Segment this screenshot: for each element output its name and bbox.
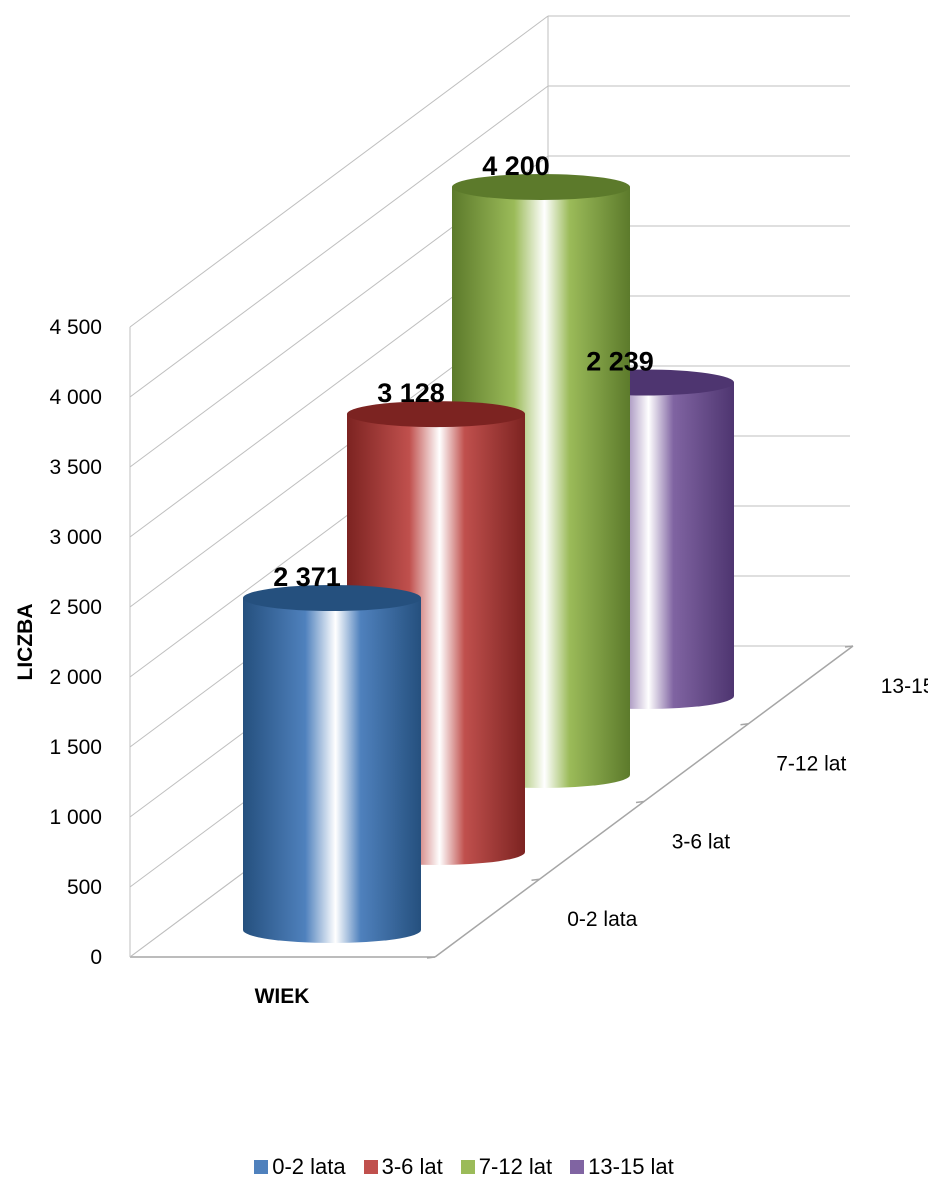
depth-category-label: 0-2 lata xyxy=(567,908,637,931)
legend-swatch xyxy=(254,1160,269,1174)
depth-axis: 0-2 lata 3-6 lat 7-12 lat 13-15 lat xyxy=(426,645,928,959)
cylinder-top xyxy=(347,401,525,428)
y-tick-label: 1 000 xyxy=(49,806,102,829)
y-tick-label: 500 xyxy=(67,876,102,899)
data-labels: 2 239 4 200 3 128 2 371 xyxy=(273,151,654,592)
y-tick-label: 3 500 xyxy=(49,456,102,479)
depth-tick xyxy=(844,645,854,648)
depth-category-label: 7-12 lat xyxy=(776,753,846,776)
legend-item: 0-2 lata xyxy=(254,1154,346,1180)
legend: 0-2 lata 3-6 lat 7-12 lat 13-15 lat xyxy=(0,1154,928,1180)
legend-label: 0-2 lata xyxy=(272,1154,346,1179)
y-tick-label: 2 000 xyxy=(49,666,102,689)
y-tick-label: 3 000 xyxy=(49,526,102,549)
bars xyxy=(243,174,734,943)
y-tick-label: 0 xyxy=(90,946,102,969)
depth-category-label: 13-15 lat xyxy=(881,675,928,698)
legend-label: 13-15 lat xyxy=(588,1154,674,1179)
y-tick-label: 2 500 xyxy=(49,596,102,619)
legend-label: 3-6 lat xyxy=(381,1154,443,1179)
data-label: 2 371 xyxy=(273,562,341,592)
y-tick-label: 4 000 xyxy=(49,386,102,409)
depth-tick xyxy=(531,878,540,881)
data-label: 2 239 xyxy=(586,347,654,377)
depth-tick xyxy=(635,800,645,804)
depth-tick xyxy=(426,956,436,959)
side-wall-gridline xyxy=(129,15,549,328)
x-axis-title: WIEK xyxy=(255,985,310,1008)
legend-item: 13-15 lat xyxy=(570,1154,674,1180)
cylinder-top xyxy=(243,585,421,612)
legend-swatch xyxy=(363,1160,378,1174)
cylinder-top xyxy=(452,174,630,200)
chart: 0 500 1 000 1 500 2 000 2 500 3 000 3 500 4 000 4… xyxy=(14,15,928,1008)
y-tick-label: 1 500 xyxy=(49,736,102,759)
y-axis-title: LICZBA xyxy=(14,604,37,681)
legend-swatch xyxy=(570,1160,585,1174)
y-tick-label: 4 500 xyxy=(49,316,102,339)
data-label: 3 128 xyxy=(377,378,445,408)
legend-label: 7-12 lat xyxy=(478,1154,553,1179)
legend-item: 7-12 lat xyxy=(460,1154,553,1180)
legend-item: 3-6 lat xyxy=(363,1154,443,1180)
y-axis: 0 500 1 000 1 500 2 000 2 500 3 000 3 500 4 000 4… xyxy=(49,316,102,969)
side-wall-gridline xyxy=(129,85,549,398)
data-label: 4 200 xyxy=(482,151,550,181)
depth-category-label: 3-6 lat xyxy=(672,830,731,853)
cylinder-bar xyxy=(243,598,421,943)
depth-tick xyxy=(740,723,749,726)
legend-swatch xyxy=(460,1160,475,1174)
